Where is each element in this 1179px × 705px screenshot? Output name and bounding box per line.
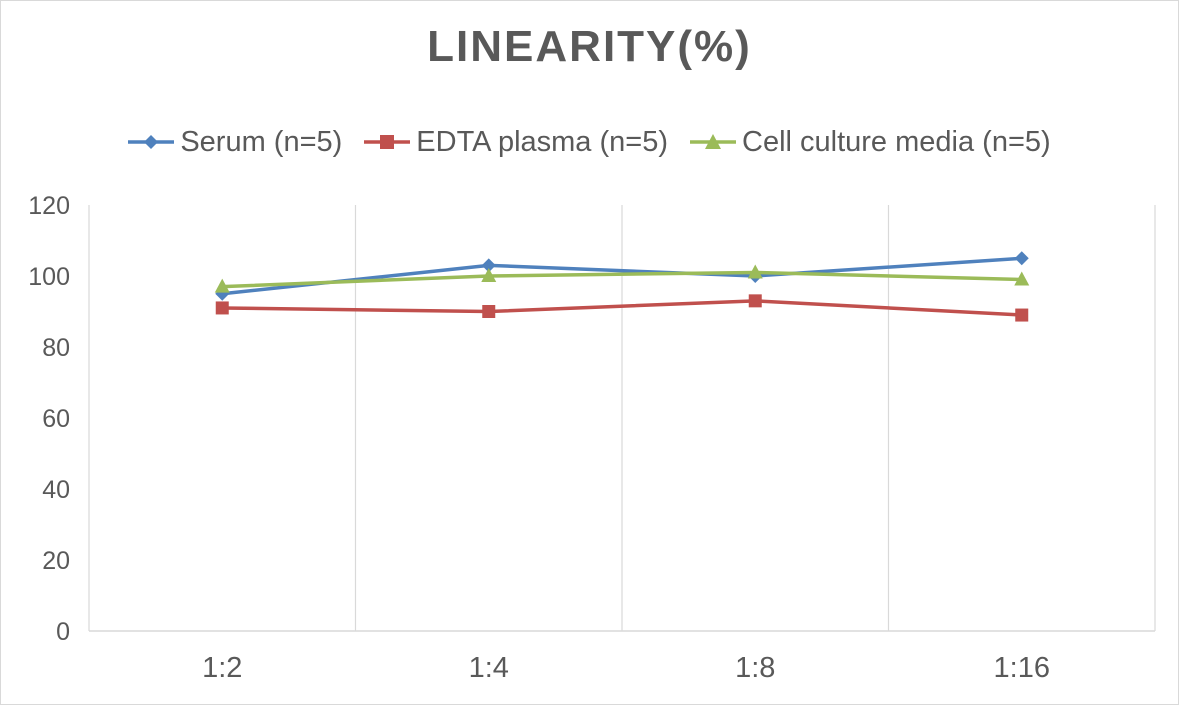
y-tick-label: 120 <box>28 192 70 220</box>
y-tick-label: 0 <box>56 618 70 646</box>
legend-marker-cell-culture-media <box>690 134 736 149</box>
series-line-2 <box>222 270 1022 289</box>
legend-marker-edta-plasma <box>364 135 411 149</box>
x-tick-label: 1:2 <box>202 652 242 684</box>
data-point-triangle <box>214 278 230 293</box>
legend-item-edta-plasma: EDTA plasma (n=5) <box>364 126 668 159</box>
data-point-square <box>1015 308 1029 322</box>
legend-label-cell-culture-media: Cell culture media (n=5) <box>742 125 1051 158</box>
x-tick-label: 1:4 <box>469 652 509 684</box>
data-point-triangle <box>481 268 497 282</box>
data-point-square <box>748 294 762 308</box>
chart-title: LINEARITY(%) <box>427 22 752 71</box>
series-line-1 <box>222 299 1022 317</box>
y-tick-label: 20 <box>42 547 70 575</box>
legend-label-serum: Serum (n=5) <box>180 125 343 158</box>
y-tick-label: 80 <box>42 334 70 362</box>
legend-marker-serum <box>128 135 175 149</box>
x-tick-label: 1:8 <box>735 652 775 684</box>
data-point-square <box>215 301 229 315</box>
y-tick-label: 100 <box>28 263 70 291</box>
y-tick-label: 60 <box>42 405 70 433</box>
data-point-triangle <box>747 264 763 279</box>
legend: Serum (n=5) EDTA plasma (n=5) Cell cultu… <box>0 120 1179 164</box>
x-tick-label: 1:16 <box>994 652 1050 684</box>
data-point-square <box>482 305 496 318</box>
data-point-triangle <box>1014 271 1030 286</box>
series-line-0 <box>222 256 1022 296</box>
data-point-diamond <box>481 258 496 273</box>
data-point-diamond <box>1014 251 1029 266</box>
legend-item-serum: Serum (n=5) <box>128 126 342 159</box>
legend-label-edta-plasma: EDTA plasma (n=5) <box>416 125 668 158</box>
y-tick-label: 40 <box>42 476 70 504</box>
legend-item-cell-culture-media: Cell culture media (n=5) <box>690 126 1051 159</box>
